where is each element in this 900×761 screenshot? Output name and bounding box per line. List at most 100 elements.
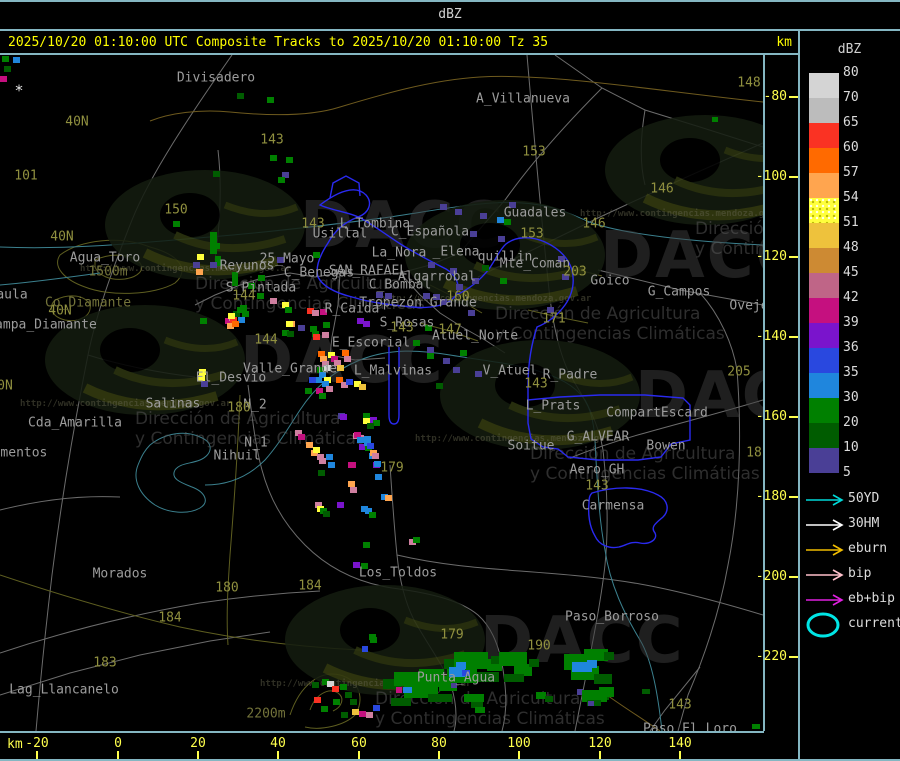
radar-cell	[346, 379, 353, 385]
map-label: aula	[0, 287, 28, 303]
scale-value-label: 10	[843, 440, 859, 455]
radar-cell	[340, 684, 347, 690]
map-label: Pampa_Diamante	[0, 317, 97, 333]
radar-cell	[315, 377, 322, 383]
map-label: 0N	[0, 378, 13, 394]
radar-cell	[237, 307, 244, 313]
radar-cell	[341, 382, 348, 388]
radar-cell	[366, 712, 373, 718]
x-axis-unit-label: km	[7, 737, 23, 752]
y-axis-tick-label: -120	[755, 249, 787, 264]
radar-cell	[232, 272, 238, 286]
map-label: 25_Mayo	[259, 251, 315, 267]
radar-cell	[460, 350, 467, 356]
y-axis-tick	[789, 336, 798, 338]
map-label: 190	[527, 638, 551, 654]
scale-value-label: 35	[843, 365, 859, 380]
frame-line-map-bottom	[0, 731, 764, 733]
radar-cell	[305, 388, 312, 394]
radar-cell	[642, 689, 650, 694]
radar-cell	[317, 454, 324, 460]
radar-cell	[198, 375, 205, 381]
radar-cell	[323, 511, 330, 517]
scale-color-block	[809, 323, 839, 348]
radar-cell	[242, 311, 249, 317]
radar-cell	[282, 172, 289, 178]
radar-cell	[587, 660, 597, 668]
radar-cell	[572, 662, 592, 672]
radar-cell	[396, 687, 402, 693]
radar-cell	[317, 367, 324, 373]
scale-color-block	[809, 223, 839, 248]
map-label: Algarrobal	[397, 269, 477, 285]
radar-cell	[498, 236, 505, 242]
radar-map-canvas[interactable]: DACC Dirección de Agricultura y Contingenc…	[0, 55, 763, 731]
radar-cell	[427, 347, 434, 353]
radar-cell	[320, 309, 327, 315]
x-axis-tick-label: 60	[351, 736, 367, 751]
radar-cell	[213, 171, 220, 177]
radar-cell	[364, 436, 371, 442]
map-label: 184	[298, 578, 322, 594]
radar-cell	[197, 254, 204, 260]
radar-cell	[453, 367, 460, 373]
svg-text:http://www.contingencias.mendo: http://www.contingencias.mendoza.gov.ar	[415, 433, 627, 444]
map-label: La_Nora	[371, 245, 427, 261]
legend-track-arrow-icon	[805, 542, 845, 561]
x-axis-tick	[117, 751, 119, 759]
scale-color-block	[809, 248, 839, 273]
radar-cell	[594, 674, 612, 684]
radar-cell	[267, 97, 274, 103]
map-label: 143	[585, 478, 609, 494]
radar-cell	[514, 664, 532, 676]
radar-cell	[357, 437, 364, 443]
map-label: 101	[14, 168, 38, 184]
radar-cell	[227, 323, 234, 329]
map-label: R_Caida	[324, 301, 380, 317]
map-label: Mte_Coman	[499, 256, 571, 272]
legend-label: 50YD	[848, 491, 880, 506]
scale-color-block	[809, 373, 839, 398]
radar-cell	[196, 269, 203, 275]
radar-cell	[472, 278, 479, 284]
map-label: E_Escorial	[331, 335, 411, 351]
radar-cell	[270, 298, 277, 304]
radar-cell	[480, 213, 487, 219]
radar-cell	[337, 502, 344, 508]
radar-cell	[385, 495, 392, 501]
radar-cell	[327, 681, 334, 687]
map-label: Salinas	[145, 396, 201, 412]
y-axis-tick	[789, 416, 798, 418]
radar-cell	[547, 307, 554, 313]
radar-cell	[475, 707, 485, 713]
map-label: Los_Toldos	[358, 565, 438, 581]
radar-cell	[584, 649, 608, 661]
y-axis-tick-label: -80	[763, 89, 787, 104]
radar-cell	[334, 360, 341, 366]
radar-cell	[363, 321, 370, 327]
radar-cell	[363, 413, 370, 419]
scale-color-block	[809, 348, 839, 373]
radar-cell	[318, 470, 325, 476]
legend-label: current	[848, 616, 900, 631]
legend-label: eb+bip	[848, 591, 895, 606]
map-label: N_2	[243, 397, 267, 413]
radar-cell	[313, 447, 320, 453]
scale-color-block	[809, 423, 839, 448]
radar-cell	[323, 322, 330, 328]
scale-color-block	[809, 98, 839, 123]
y-axis-tick	[789, 96, 798, 98]
radar-cell	[409, 539, 416, 545]
radar-cell	[433, 294, 440, 300]
x-axis-tick-label: 100	[507, 736, 531, 751]
radar-cell	[310, 326, 317, 332]
map-label: 153	[522, 144, 546, 160]
scale-color-block	[809, 198, 839, 223]
radar-cell	[536, 692, 546, 699]
scale-color-block	[809, 298, 839, 323]
radar-cell	[712, 117, 718, 122]
radar-cell	[313, 334, 320, 340]
svg-text:y Contingencias Climáticas: y Contingencias Climáticas	[495, 324, 725, 344]
radar-cell	[287, 331, 294, 337]
